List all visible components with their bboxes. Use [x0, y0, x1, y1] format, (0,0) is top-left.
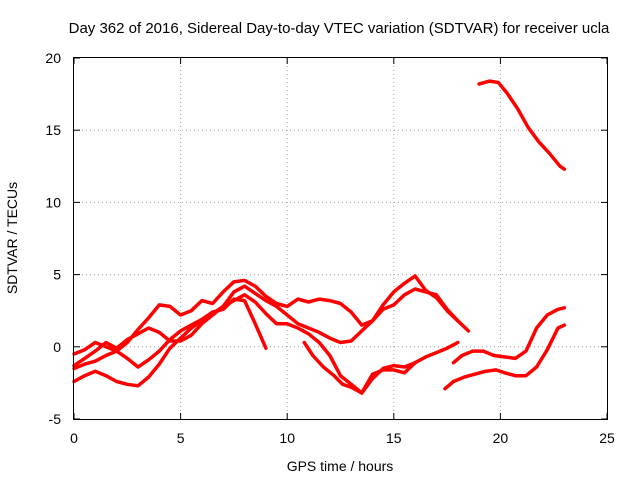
y-tick-labels: -5 0 5 10 15 20 — [45, 50, 61, 427]
series-line-arc-6 — [443, 323, 567, 391]
series-line-arc-7 — [451, 306, 567, 365]
grid — [74, 58, 607, 419]
series-line-arc-2 — [72, 284, 471, 368]
y-tick-label: 15 — [45, 122, 61, 138]
y-tick-label: -5 — [49, 411, 62, 427]
data-series — [72, 79, 567, 395]
series-line-arc-3 — [72, 297, 268, 371]
series-line-arc-5 — [302, 340, 417, 395]
x-tick-label: 5 — [177, 430, 185, 446]
series-line-arc-4 — [72, 293, 460, 395]
series-line-arc-1 — [72, 274, 460, 356]
x-tick-label: 15 — [386, 430, 402, 446]
x-tick-label: 25 — [599, 430, 615, 446]
x-tick-label: 10 — [279, 430, 295, 446]
x-tick-labels: 0 5 10 15 20 25 — [70, 430, 615, 446]
y-axis-label: SDTVAR / TECUs — [4, 182, 20, 294]
y-tick-label: 0 — [53, 339, 61, 355]
plot-frame — [73, 57, 608, 420]
x-tick-label: 20 — [493, 430, 509, 446]
x-axis-label: GPS time / hours — [287, 458, 394, 474]
x-tick-label: 0 — [70, 430, 78, 446]
y-tick-label: 10 — [45, 194, 61, 210]
y-tick-label: 20 — [45, 50, 61, 66]
axis-ticks — [73, 57, 608, 420]
y-tick-label: 5 — [53, 267, 61, 283]
chart-title: Day 362 of 2016, Sidereal Day-to-day VTE… — [69, 20, 610, 37]
series-line-arc-8 — [477, 79, 567, 171]
